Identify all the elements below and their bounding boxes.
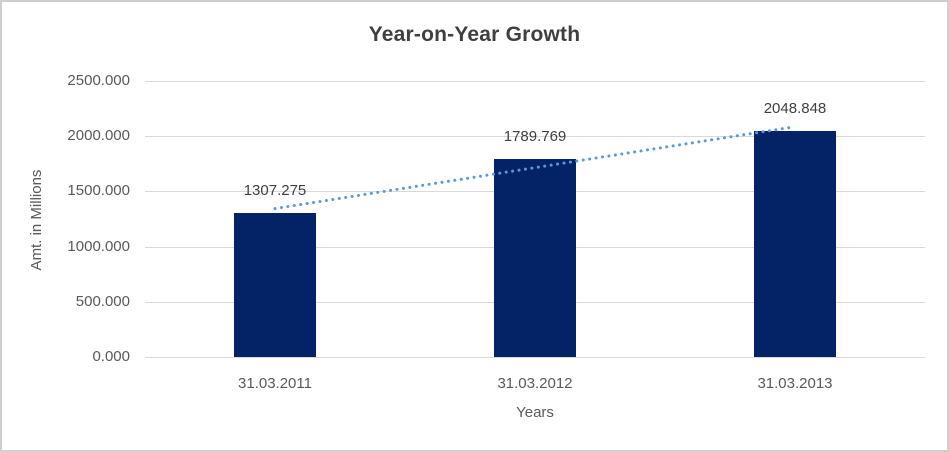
- gridline: [145, 357, 925, 358]
- y-tick-label: 500.000: [75, 293, 130, 310]
- y-tick-label: 2000.000: [67, 127, 130, 144]
- y-tick-label: 1500.000: [67, 182, 130, 199]
- bar-value-label: 1307.275: [243, 182, 307, 199]
- y-tick-label: 2500.000: [67, 72, 130, 89]
- bar-value-label: 2048.848: [763, 100, 827, 117]
- bar: [494, 159, 576, 357]
- gridline: [145, 81, 925, 82]
- bar: [234, 213, 316, 357]
- x-tick-label: 31.03.2012: [497, 375, 573, 392]
- y-tick-label: 1000.000: [67, 238, 130, 255]
- x-axis-title: Years: [516, 404, 554, 421]
- x-tick-label: 31.03.2013: [757, 375, 833, 392]
- x-tick-label: 31.03.2011: [238, 375, 312, 392]
- chart-title: Year-on-Year Growth: [368, 23, 581, 46]
- bar: [754, 131, 836, 357]
- y-tick-label: 0.000: [92, 348, 130, 365]
- y-axis-title: Amt. in Millions: [28, 169, 45, 271]
- bar-value-label: 1789.769: [503, 128, 567, 145]
